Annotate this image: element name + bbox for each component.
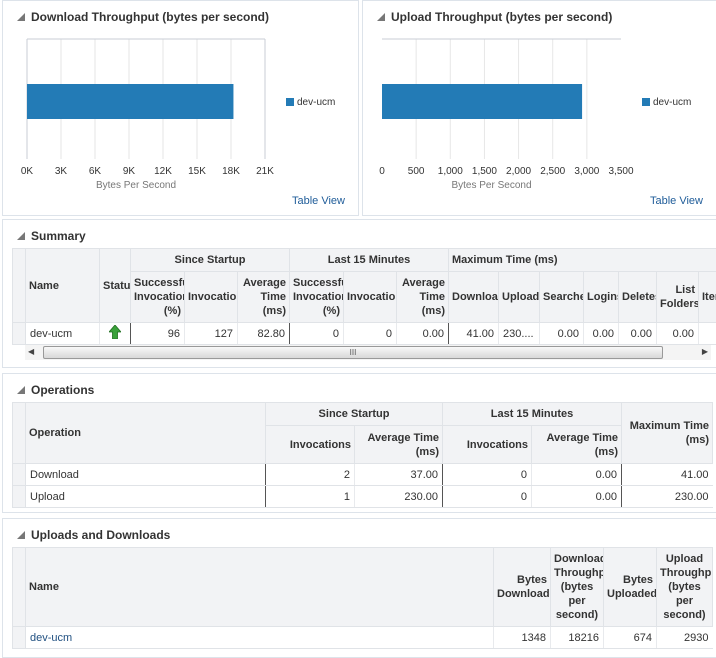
x-tick-label: 6K — [89, 166, 102, 177]
col-invocations[interactable]: Invocations — [266, 426, 355, 464]
col-name[interactable]: Name — [26, 548, 494, 627]
table-view-link[interactable]: Table View — [650, 195, 703, 207]
x-axis-label: Bytes Per Second — [451, 180, 531, 191]
legend-swatch — [642, 98, 650, 106]
summary-title[interactable]: Summary — [17, 229, 86, 243]
x-tick-label: 0 — [379, 166, 385, 177]
collapse-icon[interactable] — [17, 232, 25, 240]
col-upload-throughput[interactable]: Upload Throughput (bytes per second) — [657, 548, 713, 627]
x-tick-label: 9K — [123, 166, 136, 177]
col-average-time[interactable]: Average Time (ms) — [355, 426, 443, 464]
x-tick-label: 3,500 — [608, 166, 633, 177]
table-row[interactable]: dev-ucm 96 127 82.80 0 0 0.00 41.00 230.… — [13, 323, 716, 345]
uploads-downloads-title[interactable]: Uploads and Downloads — [17, 528, 170, 542]
col-successful-invocations[interactable]: Successful Invocations (%) — [131, 272, 185, 323]
bar-dev-ucm — [382, 84, 582, 119]
operations-panel: Operations Operation Since Startup Last … — [2, 373, 716, 513]
col-operation[interactable]: Operation — [26, 403, 266, 464]
x-tick-label: 21K — [256, 166, 274, 177]
table-view-link[interactable]: Table View — [292, 195, 345, 207]
name-link[interactable]: dev-ucm — [26, 627, 494, 649]
group-since-startup: Since Startup — [266, 403, 443, 426]
x-tick-label: 500 — [408, 166, 425, 177]
col-invocations-15[interactable]: Invocations — [443, 426, 532, 464]
x-axis-label: Bytes Per Second — [96, 180, 176, 191]
scroll-right-icon[interactable]: ▶ — [702, 347, 708, 356]
col-items[interactable]: Items — [699, 272, 716, 323]
x-tick-label: 3,000 — [574, 166, 599, 177]
x-tick-label: 3K — [55, 166, 68, 177]
col-invocations-15[interactable]: Invocations — [344, 272, 397, 323]
col-average-time-15[interactable]: Average Time (ms) — [397, 272, 449, 323]
group-last-15: Last 15 Minutes — [443, 403, 622, 426]
x-tick-label: 1,000 — [438, 166, 463, 177]
col-list-folders[interactable]: List Folders — [657, 272, 699, 323]
group-max-time: Maximum Time (ms) — [449, 249, 716, 272]
x-tick-label: 12K — [154, 166, 172, 177]
scroll-left-icon[interactable]: ◀ — [28, 347, 34, 356]
col-download-throughput[interactable]: Download Throughput (bytes per second) — [551, 548, 604, 627]
download-throughput-chart: 0K 3K 6K 9K 12K 15K 18K 21K Bytes Per Second dev-… — [3, 1, 360, 201]
upload-throughput-chart: 0 500 1,000 1,500 2,000 2,500 3,000 3,500 Bytes … — [363, 1, 716, 201]
bar-dev-ucm — [27, 84, 233, 119]
x-tick-label: 2,500 — [540, 166, 565, 177]
col-average-time[interactable]: Average Time (ms) — [238, 272, 290, 323]
operations-title[interactable]: Operations — [17, 383, 94, 397]
group-last-15: Last 15 Minutes — [290, 249, 449, 272]
operations-table: Operation Since Startup Last 15 Minutes … — [12, 402, 713, 508]
collapse-icon[interactable] — [17, 531, 25, 539]
col-bytes-uploaded[interactable]: Bytes Uploaded — [604, 548, 657, 627]
col-successful-invocations-15[interactable]: Successful Invocations (%) — [290, 272, 344, 323]
col-average-time-15[interactable]: Average Time (ms) — [532, 426, 622, 464]
download-throughput-panel: Download Throughput (bytes per second) 0… — [2, 0, 359, 216]
group-since-startup: Since Startup — [131, 249, 290, 272]
uploads-downloads-panel: Uploads and Downloads Name Bytes Downloa… — [2, 518, 716, 658]
legend-label: dev-ucm — [653, 97, 691, 108]
col-status[interactable]: Status — [100, 249, 131, 323]
col-downloads[interactable]: Downloads — [449, 272, 499, 323]
col-searches[interactable]: Searches — [540, 272, 584, 323]
uploads-downloads-table: Name Bytes Downloaded Download Throughpu… — [12, 547, 713, 649]
summary-table: Name Status Since Startup Last 15 Minute… — [12, 248, 716, 345]
col-invocations[interactable]: Invocations — [185, 272, 238, 323]
legend-swatch — [286, 98, 294, 106]
col-name[interactable]: Name — [26, 249, 100, 323]
x-tick-label: 0K — [21, 166, 34, 177]
col-bytes-downloaded[interactable]: Bytes Downloaded — [494, 548, 551, 627]
summary-panel: Summary Name Status Since Startup Last 1… — [2, 219, 716, 368]
scrollbar-thumb[interactable]: III — [43, 346, 663, 359]
name-cell: dev-ucm — [26, 323, 100, 345]
horizontal-scrollbar[interactable]: ◀ III ▶ — [25, 345, 711, 360]
legend-label: dev-ucm — [297, 97, 335, 108]
col-uploads[interactable]: Uploads — [499, 272, 540, 323]
x-tick-label: 18K — [222, 166, 240, 177]
col-logins[interactable]: Logins — [584, 272, 619, 323]
x-tick-label: 1,500 — [472, 166, 497, 177]
x-tick-label: 2,000 — [506, 166, 531, 177]
status-up-arrow-icon — [109, 325, 121, 339]
table-row[interactable]: dev-ucm 1348 18216 674 2930 — [13, 627, 713, 649]
collapse-icon[interactable] — [17, 386, 25, 394]
x-tick-label: 15K — [188, 166, 206, 177]
col-max-time[interactable]: Maximum Time (ms) — [622, 403, 713, 464]
status-cell — [100, 323, 131, 345]
col-deletes[interactable]: Deletes — [619, 272, 657, 323]
